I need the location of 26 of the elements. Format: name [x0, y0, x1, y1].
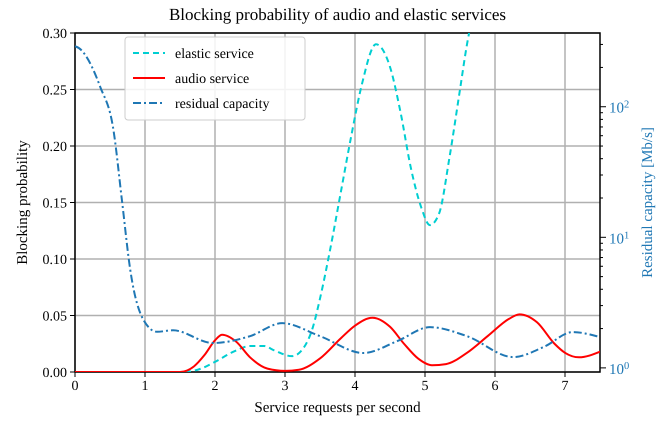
y-tick-label: 0.25 [42, 84, 67, 98]
x-tick-label: 5 [422, 379, 428, 394]
x-tick-label: 3 [282, 379, 288, 394]
y2-tick-label: 10$^{1}$ [609, 230, 630, 248]
y2-tick-label: 10$^{0}$ [609, 360, 630, 378]
y-axis-title: Blocking probability [15, 140, 31, 265]
x-tick-label: 0 [72, 379, 78, 394]
legend-label: elastic service [175, 47, 254, 62]
x-tick-label: 4 [352, 379, 358, 394]
legend-label: residual capacity [175, 97, 270, 112]
x-tick-label: 7 [562, 379, 568, 394]
y2-axis-title: Residual capacity [Mb/s] [640, 127, 656, 278]
line-series [75, 45, 600, 358]
y-tick-label: 0.00 [42, 366, 67, 381]
y-tick-label: 0.20 [42, 140, 67, 155]
y2-tick-label: 10$^{2}$ [609, 99, 630, 117]
y-tick-label: 0.05 [42, 310, 67, 324]
y-tick-label: 0.15 [42, 196, 67, 212]
y-tick-label: 0.10 [42, 253, 67, 268]
x-tick-label: 2 [212, 379, 218, 394]
x-tick-label: 1 [142, 379, 148, 394]
y-tick-label: 0.30 [42, 27, 67, 42]
x-axis-title: Service requests per second [254, 400, 422, 416]
chart-title: Blocking probability of audio and elastic services [168, 5, 506, 24]
x-tick-label: 6 [492, 379, 498, 394]
legend-label: audio service [175, 72, 250, 87]
